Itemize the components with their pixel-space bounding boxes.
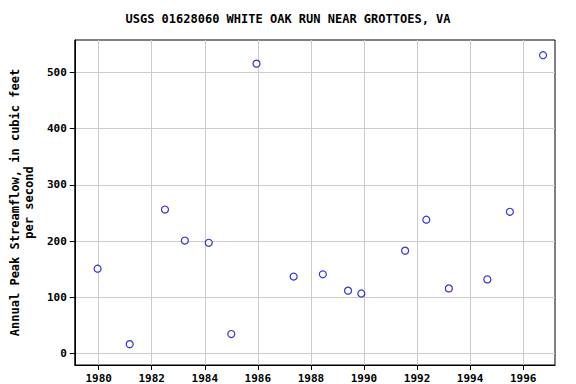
svg-text:per second: per second bbox=[22, 166, 36, 238]
svg-text:Annual Peak Streamflow, in cub: Annual Peak Streamflow, in cubic feet bbox=[8, 69, 22, 336]
svg-text:1990: 1990 bbox=[351, 372, 378, 384]
svg-text:100: 100 bbox=[47, 291, 67, 304]
svg-text:1994: 1994 bbox=[457, 372, 484, 384]
svg-text:0: 0 bbox=[60, 347, 67, 360]
svg-text:1992: 1992 bbox=[404, 372, 431, 384]
svg-text:200: 200 bbox=[47, 235, 67, 248]
svg-text:USGS 01628060 WHITE OAK RUN NE: USGS 01628060 WHITE OAK RUN NEAR GROTTOE… bbox=[125, 12, 451, 26]
svg-text:1980: 1980 bbox=[85, 372, 112, 384]
svg-text:1986: 1986 bbox=[245, 372, 272, 384]
svg-text:400: 400 bbox=[47, 122, 67, 135]
svg-text:1982: 1982 bbox=[138, 372, 165, 384]
svg-text:500: 500 bbox=[47, 66, 67, 79]
svg-text:1996: 1996 bbox=[510, 372, 537, 384]
svg-text:300: 300 bbox=[47, 178, 67, 191]
svg-text:1988: 1988 bbox=[298, 372, 325, 384]
svg-text:1984: 1984 bbox=[192, 372, 219, 384]
